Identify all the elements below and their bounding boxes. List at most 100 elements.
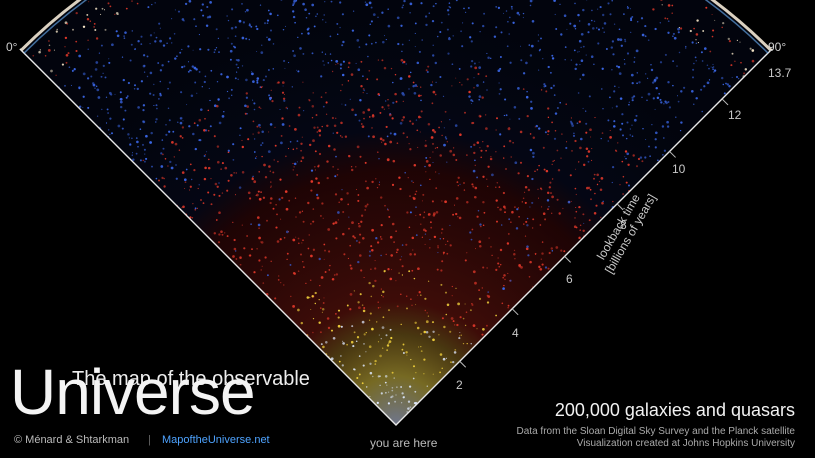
- galaxy-point: [301, 210, 304, 212]
- galaxy-point: [379, 375, 381, 378]
- galaxy-point: [270, 197, 273, 200]
- galaxy-point: [424, 165, 426, 168]
- galaxy-point: [506, 242, 510, 245]
- galaxy-point: [722, 83, 725, 86]
- galaxy-point: [293, 54, 296, 57]
- galaxy-point: [444, 136, 447, 138]
- galaxy-point: [672, 32, 675, 35]
- galaxy-point: [551, 250, 554, 252]
- galaxy-point: [387, 402, 390, 405]
- galaxy-point: [142, 54, 146, 57]
- galaxy-point: [511, 210, 514, 214]
- galaxy-point: [246, 113, 248, 115]
- galaxy-point: [357, 301, 360, 304]
- galaxy-point: [406, 354, 408, 356]
- website-link[interactable]: MapoftheUniverse.net: [162, 434, 270, 446]
- galaxy-point: [611, 0, 613, 2]
- galaxy-point: [196, 124, 199, 127]
- galaxy-point: [498, 186, 501, 188]
- galaxy-point: [103, 9, 106, 11]
- galaxy-point: [256, 27, 259, 31]
- galaxy-point: [111, 43, 114, 47]
- galaxy-point: [534, 126, 536, 128]
- galaxy-point: [455, 159, 458, 161]
- tick-12: 12: [728, 108, 742, 122]
- galaxy-point: [431, 102, 434, 105]
- galaxy-point: [454, 124, 458, 127]
- galaxy-point: [346, 304, 349, 307]
- galaxy-point: [154, 2, 156, 4]
- galaxy-point: [217, 241, 221, 244]
- galaxy-point: [419, 184, 422, 187]
- galaxy-point: [258, 236, 261, 240]
- galaxy-point: [251, 72, 254, 76]
- galaxy-point: [503, 157, 505, 159]
- galaxy-point: [355, 340, 358, 342]
- galaxy-point: [321, 202, 324, 205]
- galaxy-point: [358, 225, 361, 228]
- galaxy-point: [297, 113, 301, 117]
- galaxy-point: [327, 144, 331, 148]
- galaxy-point: [507, 304, 510, 307]
- galaxy-point: [267, 38, 271, 41]
- galaxy-point: [395, 251, 398, 254]
- galaxy-point: [95, 7, 98, 10]
- galaxy-point: [353, 236, 356, 239]
- galaxy-point: [429, 221, 432, 224]
- galaxy-point: [541, 206, 543, 208]
- galaxy-point: [177, 10, 181, 13]
- galaxy-point: [143, 148, 146, 151]
- galaxy-point: [442, 253, 445, 255]
- galaxy-point: [623, 13, 625, 15]
- galaxy-point: [457, 184, 460, 187]
- galaxy-point: [458, 67, 461, 70]
- galaxy-point: [549, 181, 552, 184]
- galaxy-point: [466, 201, 469, 204]
- galaxy-point: [575, 210, 578, 213]
- galaxy-point: [323, 258, 325, 260]
- galaxy-point: [597, 42, 600, 45]
- galaxy-point: [666, 120, 669, 124]
- galaxy-point: [464, 11, 467, 14]
- galaxy-point: [531, 177, 534, 181]
- galaxy-point: [495, 199, 498, 202]
- galaxy-point: [205, 24, 209, 28]
- galaxy-point: [336, 174, 339, 176]
- galaxy-point: [109, 117, 112, 120]
- galaxy-point: [453, 204, 456, 206]
- galaxy-point: [288, 125, 291, 127]
- galaxy-point: [119, 98, 122, 101]
- galaxy-point: [261, 142, 264, 144]
- galaxy-point: [483, 12, 486, 15]
- galaxy-point: [678, 27, 680, 29]
- galaxy-point: [722, 21, 725, 25]
- galaxy-point: [162, 147, 165, 150]
- galaxy-point: [561, 133, 563, 135]
- galaxy-point: [482, 200, 485, 204]
- galaxy-point: [311, 3, 315, 7]
- galaxy-point: [536, 168, 539, 171]
- galaxy-point: [538, 69, 540, 71]
- galaxy-point: [266, 274, 269, 277]
- galaxy-point: [239, 256, 242, 259]
- galaxy-point: [161, 139, 164, 141]
- galaxy-point: [462, 22, 464, 24]
- galaxy-point: [336, 22, 339, 25]
- galaxy-point: [369, 395, 371, 398]
- galaxy-point: [168, 130, 171, 133]
- galaxy-point: [334, 175, 337, 178]
- galaxy-point: [582, 163, 586, 167]
- galaxy-point: [701, 60, 704, 62]
- galaxy-point: [53, 49, 55, 51]
- galaxy-point: [329, 53, 332, 55]
- galaxy-point: [142, 143, 144, 146]
- galaxy-point: [341, 340, 344, 342]
- galaxy-point: [273, 159, 275, 161]
- galaxy-point: [539, 267, 543, 271]
- galaxy-point: [107, 2, 110, 5]
- galaxy-point: [529, 54, 533, 57]
- galaxy-point: [495, 5, 498, 8]
- galaxy-point: [585, 147, 589, 150]
- galaxy-point: [124, 31, 127, 34]
- galaxy-point: [274, 297, 277, 300]
